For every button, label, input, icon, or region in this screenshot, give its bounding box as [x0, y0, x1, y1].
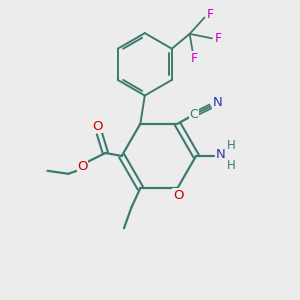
Text: O: O: [77, 160, 88, 173]
Text: N: N: [216, 148, 225, 161]
Text: C: C: [190, 108, 198, 122]
Text: O: O: [93, 120, 103, 133]
Text: H: H: [227, 159, 236, 172]
Text: F: F: [190, 52, 198, 65]
Text: H: H: [227, 139, 236, 152]
Text: O: O: [173, 189, 183, 202]
Text: N: N: [212, 96, 222, 109]
Text: F: F: [207, 8, 214, 21]
Text: F: F: [214, 32, 221, 45]
